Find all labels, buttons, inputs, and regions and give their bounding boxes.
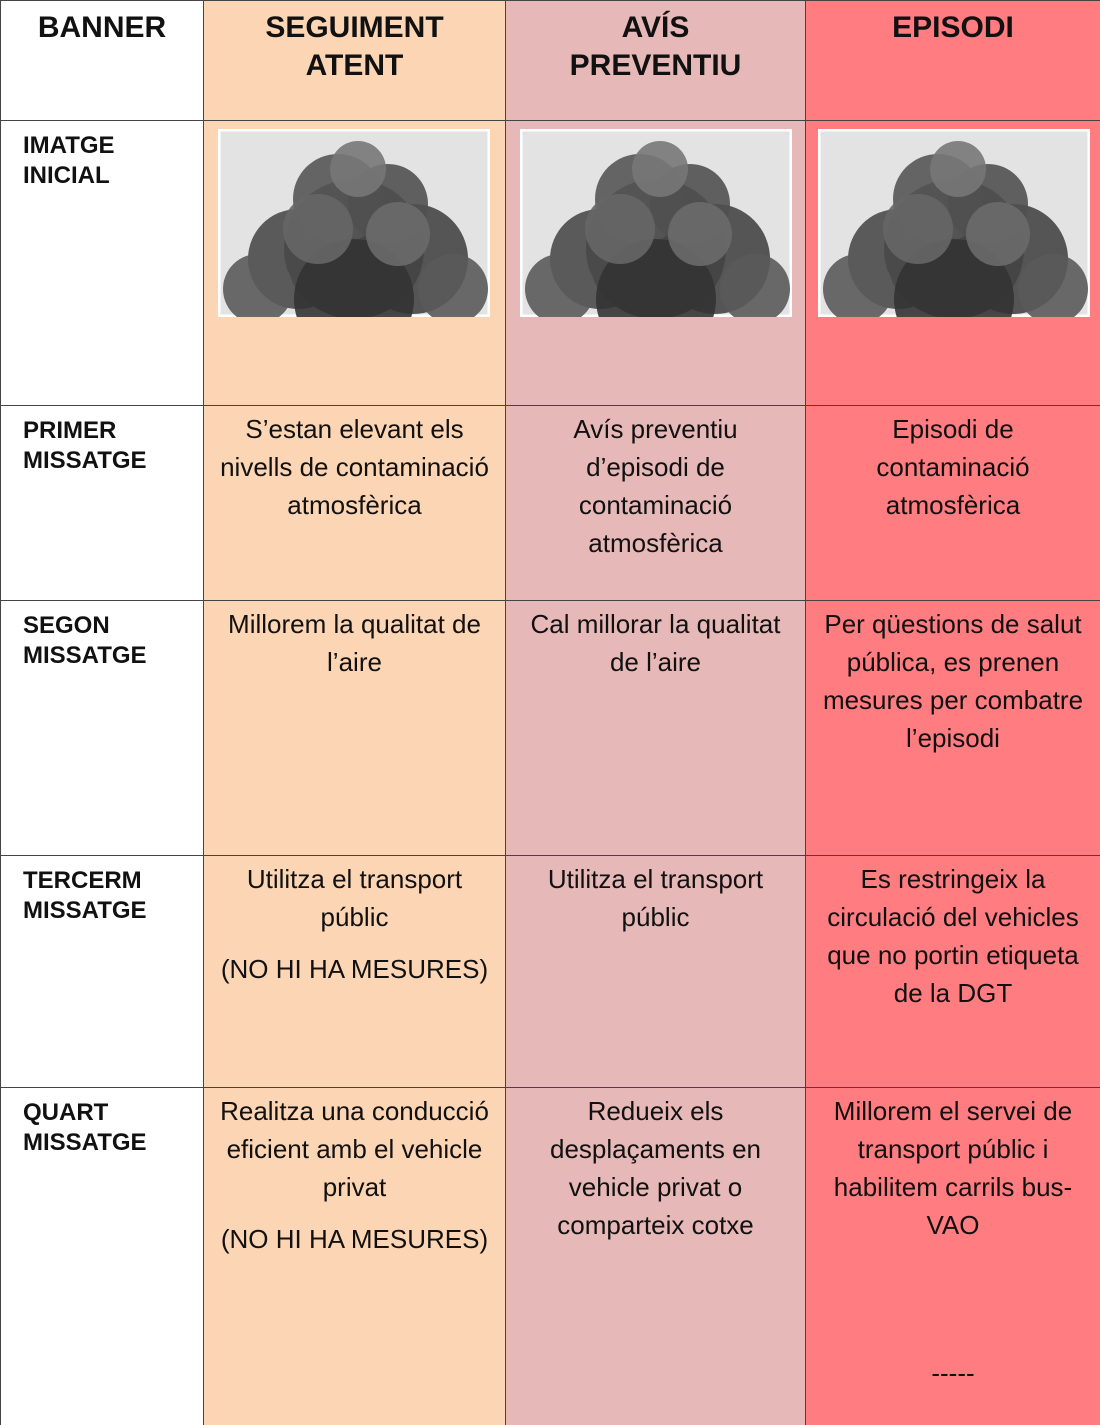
paragraph: ----- — [931, 1358, 975, 1388]
header-text: EPISODI — [892, 11, 1014, 44]
image-cell — [505, 120, 806, 406]
paragraph: Es restringeix la circulació del vehicle… — [827, 864, 1079, 1008]
row-label-cell: SEGON MISSATGE — [0, 600, 204, 856]
smoke-image — [817, 128, 1091, 359]
paragraph: Millorem el servei de transport públic i… — [833, 1096, 1073, 1240]
header-text: AVÍS PREVENTIU — [569, 11, 742, 82]
message-text: Realitza una conducció eficient amb el v… — [204, 1088, 505, 1258]
row-label: SEGON MISSATGE — [23, 612, 147, 669]
header-cell: SEGUIMENT ATENT — [203, 0, 506, 121]
image-row: IMATGE INICIAL — [0, 120, 1100, 406]
message-row: QUART MISSATGE Realitza una conducció efi… — [0, 1087, 1100, 1425]
image-wrap — [506, 121, 805, 359]
row-label: PRIMER MISSATGE — [23, 417, 147, 474]
message-row: PRIMER MISSATGE S’estan elevant els nivel… — [0, 405, 1100, 601]
message-cell: Avís preventiu d’episodi de contaminació… — [505, 405, 806, 601]
message-cell: Redueix els desplaçaments en vehicle pri… — [505, 1087, 806, 1425]
message-text: Millorem la qualitat de l’aire — [204, 601, 505, 681]
paragraph: (NO HI HA MESURES) — [220, 1224, 489, 1254]
smoke-image — [519, 128, 793, 359]
row-label-cell: QUART MISSATGE — [0, 1087, 204, 1425]
message-cell: S’estan elevant els nivells de contamina… — [203, 405, 506, 601]
message-cell: Es restringeix la circulació del vehicle… — [805, 855, 1100, 1088]
row-label-cell: PRIMER MISSATGE — [0, 405, 204, 601]
message-text: Episodi de contaminació atmosfèrica — [806, 406, 1100, 524]
message-cell: Utilitza el transport públic (NO HI HA ME… — [203, 855, 506, 1088]
paragraph: Episodi de contaminació atmosfèrica — [876, 414, 1030, 520]
row-label: QUART MISSATGE — [23, 1099, 147, 1156]
message-text: Utilitza el transport públic — [506, 856, 805, 936]
paragraph: S’estan elevant els nivells de contamina… — [220, 414, 489, 520]
message-text: Es restringeix la circulació del vehicle… — [806, 856, 1100, 1012]
image-wrap — [806, 121, 1100, 359]
image-cell — [805, 120, 1100, 406]
header-row: BANNER SEGUIMENT ATENT AVÍS PREVENTIU EPISO… — [0, 0, 1100, 121]
header-cell: AVÍS PREVENTIU — [505, 0, 806, 121]
message-cell: Millorem la qualitat de l’aire — [203, 600, 506, 856]
message-row: SEGON MISSATGE Millorem la qualitat de l’… — [0, 600, 1100, 856]
message-text: Redueix els desplaçaments en vehicle pri… — [506, 1088, 805, 1244]
header-text: BANNER — [37, 11, 167, 44]
message-cell: Realitza una conducció eficient amb el v… — [203, 1087, 506, 1425]
message-cell: Cal millorar la qualitat de l’aire — [505, 600, 806, 856]
header-cell: BANNER — [0, 0, 204, 121]
row-label-cell: IMATGE INICIAL — [0, 120, 204, 406]
paragraph: Utilitza el transport públic — [547, 864, 764, 932]
image-cell — [203, 120, 506, 406]
row-label: IMATGE INICIAL — [23, 132, 115, 189]
image-wrap — [204, 121, 505, 359]
message-text: Per qüestions de salut pública, es prene… — [806, 601, 1100, 757]
row-label-cell: TERCERM MISSATGE — [0, 855, 204, 1088]
paragraph: Utilitza el transport públic — [246, 864, 463, 932]
message-cell: Episodi de contaminació atmosfèrica — [805, 405, 1100, 601]
paragraph: Realitza una conducció eficient amb el v… — [220, 1096, 489, 1202]
message-text: S’estan elevant els nivells de contamina… — [204, 406, 505, 524]
message-text: Avís preventiu d’episodi de contaminació… — [506, 406, 805, 562]
message-text: Cal millorar la qualitat de l’aire — [506, 601, 805, 681]
paragraph: Cal millorar la qualitat de l’aire — [530, 609, 781, 677]
message-text: Millorem el servei de transport públic i… — [806, 1088, 1100, 1406]
smoke-image — [217, 128, 491, 359]
header-text: SEGUIMENT ATENT — [265, 11, 444, 82]
message-row: TERCERM MISSATGE Utilitza el transport pú… — [0, 855, 1100, 1088]
header-cell: EPISODI — [805, 0, 1100, 121]
paragraph: Per qüestions de salut pública, es prene… — [822, 609, 1084, 753]
paragraph: Avís preventiu d’episodi de contaminació… — [573, 414, 738, 558]
row-label: TERCERM MISSATGE — [23, 867, 147, 924]
message-cell: Millorem el servei de transport públic i… — [805, 1087, 1100, 1425]
paragraph: (NO HI HA MESURES) — [220, 954, 489, 984]
message-cell: Utilitza el transport públic — [505, 855, 806, 1088]
message-text: Utilitza el transport públic (NO HI HA ME… — [204, 856, 505, 988]
paragraph: Redueix els desplaçaments en vehicle pri… — [549, 1096, 762, 1240]
paragraph: Millorem la qualitat de l’aire — [228, 609, 481, 677]
message-cell: Per qüestions de salut pública, es prene… — [805, 600, 1100, 856]
